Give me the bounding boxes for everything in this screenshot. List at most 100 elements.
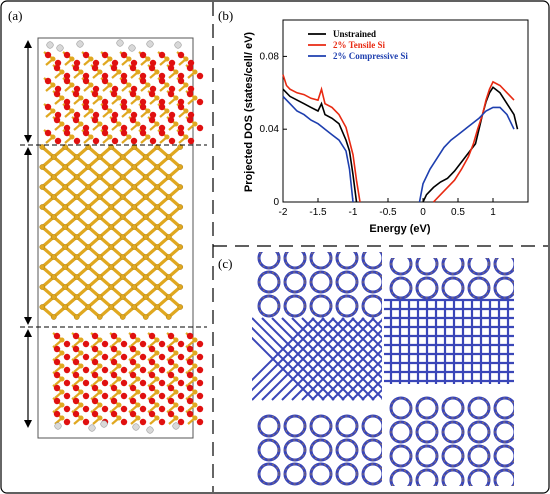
oxygen-atom (101, 340, 109, 348)
oxygen-atom (44, 129, 52, 137)
oxygen-atom (63, 51, 71, 59)
oxygen-atom (101, 72, 109, 80)
density-ring-edge (310, 463, 332, 485)
si-atom (62, 304, 69, 310)
si-atom (96, 294, 103, 300)
oxygen-atom (82, 77, 90, 85)
si-atom (78, 337, 84, 343)
si-atom (135, 95, 141, 101)
density-ring-edge (468, 421, 490, 443)
oxygen-atom (130, 59, 138, 67)
hydrogen-atom (174, 41, 182, 49)
oxygen-atom (101, 379, 109, 387)
si-atom (154, 284, 161, 290)
oxygen-atom (91, 116, 99, 124)
si-atom (39, 224, 46, 230)
si-atom (78, 415, 84, 421)
panel-b-label: (b) (218, 8, 233, 23)
density-ring-edge (468, 258, 490, 275)
density-ring-edge (310, 439, 332, 461)
si-atom (62, 264, 69, 270)
si-atom (119, 314, 126, 320)
oxygen-atom (149, 111, 157, 119)
oxygen-atom (177, 353, 185, 361)
density-ring-edge (362, 415, 382, 437)
si-atom (85, 164, 92, 170)
oxygen-atom (120, 366, 128, 374)
si-atom (135, 350, 141, 356)
oxygen-atom (148, 64, 156, 72)
si-atom (119, 194, 126, 200)
si-atom (85, 144, 92, 150)
si-atom (107, 56, 113, 62)
oxygen-atom (44, 103, 52, 111)
si-atom (88, 82, 94, 88)
si-atom (154, 402, 160, 408)
oxygen-atom (167, 384, 175, 392)
si-atom (131, 164, 138, 170)
density-ring-edge (442, 397, 464, 419)
density-bond (341, 317, 382, 360)
oxygen-atom (110, 384, 118, 392)
si-atom (183, 134, 189, 140)
si-atom (119, 274, 126, 280)
si-atom (116, 350, 122, 356)
oxygen-atom (120, 51, 128, 59)
si-atom (50, 274, 57, 280)
si-atom (135, 121, 141, 127)
density-bond (331, 348, 382, 401)
si-atom (177, 304, 184, 310)
si-atom (50, 294, 57, 300)
panel-a-structure (20, 37, 207, 439)
dos-line-1-conduction (422, 86, 519, 203)
oxygen-atom (167, 410, 175, 418)
oxygen-atom (158, 353, 166, 361)
oxygen-atom (82, 340, 90, 348)
oxygen-atom (120, 418, 128, 426)
density-ring-edge (494, 258, 514, 275)
arrow-head-down (24, 420, 32, 428)
si-atom (119, 154, 126, 160)
si-atom (73, 154, 80, 160)
si-atom (73, 254, 80, 260)
oxygen-atom (111, 59, 119, 67)
si-atom (142, 274, 149, 280)
oxygen-atom (110, 410, 118, 418)
oxygen-atom (177, 129, 185, 137)
oxygen-atom (187, 85, 195, 93)
density-bond (311, 328, 382, 401)
oxygen-atom (139, 124, 147, 132)
oxygen-atom (129, 397, 137, 405)
si-atom (145, 134, 151, 140)
oxygen-atom (111, 111, 119, 119)
si-atom (177, 284, 184, 290)
oxygen-atom (91, 397, 99, 405)
si-atom (59, 389, 65, 395)
si-atom (73, 214, 80, 220)
oxygen-atom (82, 353, 90, 361)
density-ring-edge (284, 271, 306, 293)
si-atom (78, 402, 84, 408)
si-atom (154, 337, 160, 343)
si-atom (78, 350, 84, 356)
si-atom (126, 134, 132, 140)
si-atom (108, 204, 115, 210)
oxygen-atom (101, 103, 109, 111)
y-axis-title: Projected DOS (states/cell/ eV) (243, 32, 255, 193)
oxygen-atom (73, 137, 81, 145)
si-atom (97, 376, 103, 382)
density-ring-edge (336, 415, 358, 437)
oxygen-atom (82, 129, 90, 137)
si-atom (142, 294, 149, 300)
si-atom (177, 244, 184, 250)
oxygen-atom (82, 103, 90, 111)
oxygen-atom (120, 77, 128, 85)
si-atom (85, 304, 92, 310)
oxygen-atom (63, 129, 71, 137)
oxygen-atom (139, 77, 147, 85)
oxygen-atom (91, 358, 99, 366)
oxygen-atom (186, 371, 194, 379)
oxygen-atom (120, 124, 128, 132)
si-atom (192, 337, 198, 343)
oxygen-atom (82, 405, 90, 413)
